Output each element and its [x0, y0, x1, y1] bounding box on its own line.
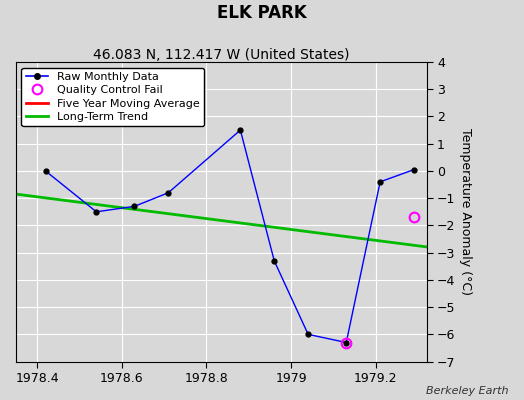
Raw Monthly Data — [411, 167, 417, 172]
Title: 46.083 N, 112.417 W (United States): 46.083 N, 112.417 W (United States) — [93, 48, 350, 62]
Raw Monthly Data — [271, 258, 277, 263]
Raw Monthly Data — [377, 180, 383, 184]
Raw Monthly Data — [42, 168, 49, 173]
Raw Monthly Data — [132, 204, 138, 209]
Line: Raw Monthly Data: Raw Monthly Data — [43, 128, 417, 345]
Line: Quality Control Fail: Quality Control Fail — [342, 212, 419, 347]
Raw Monthly Data — [93, 209, 100, 214]
Text: ELK PARK: ELK PARK — [217, 4, 307, 22]
Raw Monthly Data — [305, 332, 311, 337]
Quality Control Fail — [411, 215, 417, 220]
Quality Control Fail — [343, 340, 350, 345]
Raw Monthly Data — [165, 190, 171, 195]
Legend: Raw Monthly Data, Quality Control Fail, Five Year Moving Average, Long-Term Tren: Raw Monthly Data, Quality Control Fail, … — [21, 68, 204, 126]
Raw Monthly Data — [343, 340, 350, 345]
Raw Monthly Data — [237, 128, 244, 132]
Text: Berkeley Earth: Berkeley Earth — [426, 386, 508, 396]
Y-axis label: Temperature Anomaly (°C): Temperature Anomaly (°C) — [460, 128, 472, 295]
